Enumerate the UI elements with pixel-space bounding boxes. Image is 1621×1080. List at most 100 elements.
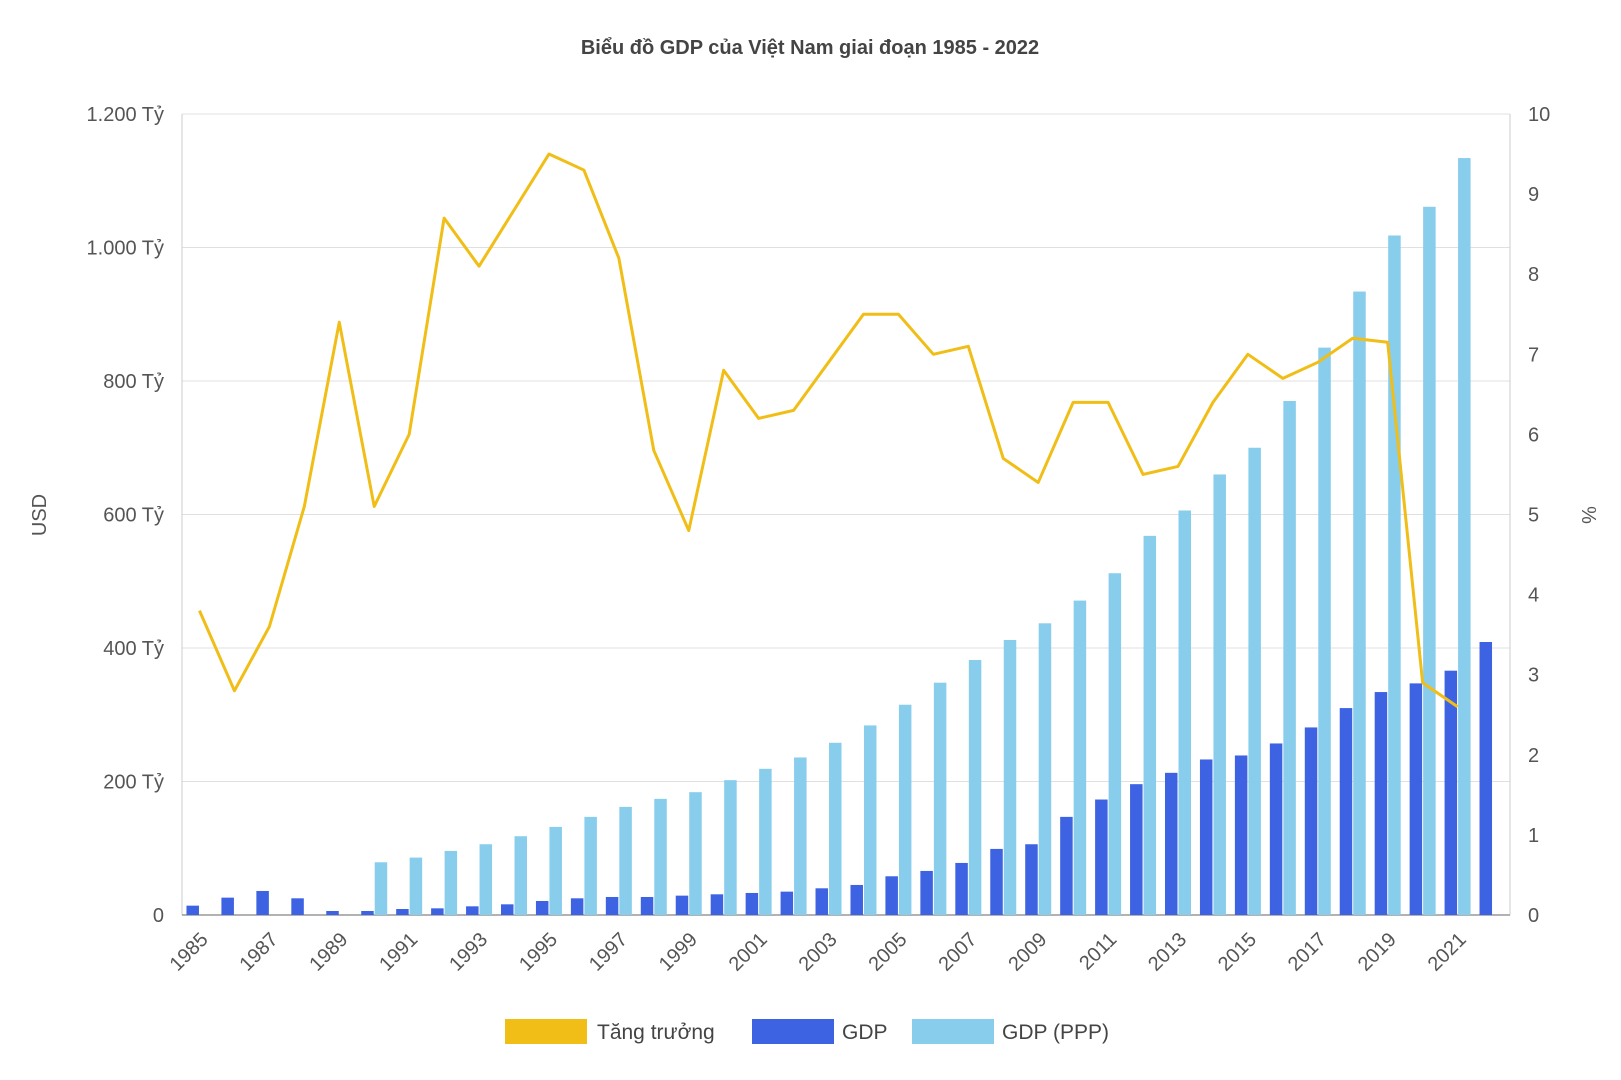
- bar-gdp: [501, 904, 514, 915]
- bar-gdp-ppp: [584, 816, 597, 915]
- bar-gdp: [1025, 844, 1038, 915]
- bar-gdp-ppp: [374, 862, 388, 915]
- bar-gdp-ppp: [1178, 510, 1191, 915]
- bar-gdp-ppp: [444, 850, 458, 915]
- bar-gdp: [850, 884, 863, 915]
- bar-gdp: [955, 862, 968, 915]
- x-tick-label: 2019: [1354, 929, 1401, 976]
- bar-gdp: [570, 898, 584, 915]
- bar-gdp-ppp: [759, 768, 772, 915]
- x-tick-label: 2013: [1144, 929, 1191, 976]
- bar-gdp-ppp: [1038, 623, 1052, 915]
- bar-gdp-ppp: [1073, 600, 1087, 915]
- y-tick-left: 400 Tỷ: [103, 638, 164, 660]
- bar-gdp: [710, 894, 724, 915]
- bar-gdp: [885, 876, 898, 915]
- y-tick-right: 7: [1528, 344, 1539, 366]
- y-tick-right: 8: [1528, 264, 1539, 286]
- bar-gdp: [466, 906, 479, 915]
- x-tick-label: 1987: [235, 929, 282, 976]
- bar-gdp: [675, 895, 689, 915]
- bar-gdp: [1374, 692, 1388, 915]
- bar-gdp: [745, 892, 759, 915]
- bar-gdp: [605, 896, 619, 915]
- bar-gdp-ppp: [409, 857, 423, 915]
- bar-gdp-ppp: [933, 682, 947, 915]
- bar-gdp-ppp: [514, 836, 527, 915]
- bar-gdp: [1409, 683, 1423, 915]
- growth-line: [198, 152, 1459, 708]
- bar-gdp-ppp: [1248, 447, 1261, 915]
- y-tick-right: 0: [1528, 905, 1539, 927]
- right-axis: 0 1 2 3 4 5 6 7 8 9 10: [1528, 104, 1550, 927]
- bar-gdp: [1165, 772, 1178, 915]
- bar-gdp-ppp: [968, 660, 982, 915]
- bar-gdp-ppp: [1108, 573, 1122, 915]
- bar-gdp: [1479, 641, 1493, 915]
- bar-gdp: [361, 910, 374, 915]
- bar-gdp-ppp: [689, 792, 702, 915]
- x-tick-label: 2009: [1004, 929, 1051, 976]
- y-tick-right: 1: [1528, 825, 1539, 847]
- bar-gdp: [535, 900, 549, 915]
- legend-swatch: [912, 1019, 994, 1044]
- bar-gdp-ppp: [654, 798, 667, 915]
- x-tick-label: 2017: [1284, 929, 1331, 976]
- x-tick-label: 1989: [305, 929, 352, 976]
- bar-gdp-ppp: [1353, 291, 1366, 915]
- x-tick-label: 1999: [655, 929, 702, 976]
- bar-gdp-ppp: [898, 704, 912, 915]
- x-tick-label: 1993: [445, 929, 492, 976]
- bar-gdp: [1269, 743, 1283, 915]
- bar-gdp-ppp: [479, 844, 493, 915]
- bar-gdp: [326, 910, 339, 915]
- bar-gdp-ppp: [1283, 401, 1296, 915]
- bar-gdp-ppp: [1318, 347, 1331, 915]
- bar-gdp: [186, 905, 199, 915]
- bar-gdp: [431, 908, 444, 915]
- x-tick-label: 2015: [1214, 929, 1261, 976]
- y-tick-left: 200 Tỷ: [103, 772, 164, 794]
- bar-gdp-ppp: [1423, 206, 1436, 916]
- y-tick-left: 1.200 Tỷ: [87, 104, 164, 126]
- bar-gdp: [256, 890, 269, 915]
- bar-gdp-ppp: [1143, 535, 1157, 915]
- bar-gdp: [815, 888, 829, 915]
- legend-swatch: [752, 1019, 834, 1044]
- bar-gdp: [1095, 799, 1108, 915]
- bar-gdp: [1234, 755, 1248, 915]
- bar-gdp: [920, 870, 933, 915]
- legend-swatch: [505, 1019, 587, 1044]
- y-tick-left: 800 Tỷ: [103, 371, 164, 393]
- x-tick-label: 1995: [515, 929, 562, 976]
- bar-gdp: [221, 897, 234, 915]
- y-tick-right: 2: [1528, 745, 1539, 767]
- bar-gdp-ppp: [829, 742, 842, 915]
- y-tick-left: 0: [153, 905, 164, 927]
- bar-gdp-ppp: [1003, 639, 1017, 915]
- x-tick-label: 1997: [585, 929, 632, 976]
- y-tick-right: 3: [1528, 665, 1539, 687]
- growth-series-line: [198, 152, 1459, 708]
- y-axis-left-label: USD: [29, 494, 51, 536]
- bar-gdp: [1444, 670, 1458, 915]
- y-tick-right: 9: [1528, 184, 1539, 206]
- x-tick-label: 2005: [865, 929, 912, 976]
- y-tick-right: 6: [1528, 424, 1539, 446]
- chart-title: Biểu đồ GDP của Việt Nam giai đoạn 1985 …: [581, 37, 1039, 59]
- bar-gdp: [1060, 816, 1073, 915]
- x-tick-label: 2011: [1075, 929, 1121, 975]
- bar-gdp: [990, 848, 1003, 915]
- legend-label: GDP: [842, 1021, 888, 1044]
- bar-gdp: [640, 896, 654, 915]
- y-tick-left: 1.000 Tỷ: [87, 238, 164, 260]
- bar-gdp: [1130, 784, 1143, 915]
- x-tick-label: 2001: [725, 929, 772, 976]
- x-tick-label: 1985: [166, 929, 213, 976]
- bar-gdp: [1339, 708, 1353, 915]
- y-axis-right-label: %: [1577, 506, 1599, 524]
- bar-gdp-ppp: [1458, 158, 1471, 915]
- bar-gdp-ppp: [724, 780, 737, 915]
- x-tick-label: 2007: [934, 929, 981, 976]
